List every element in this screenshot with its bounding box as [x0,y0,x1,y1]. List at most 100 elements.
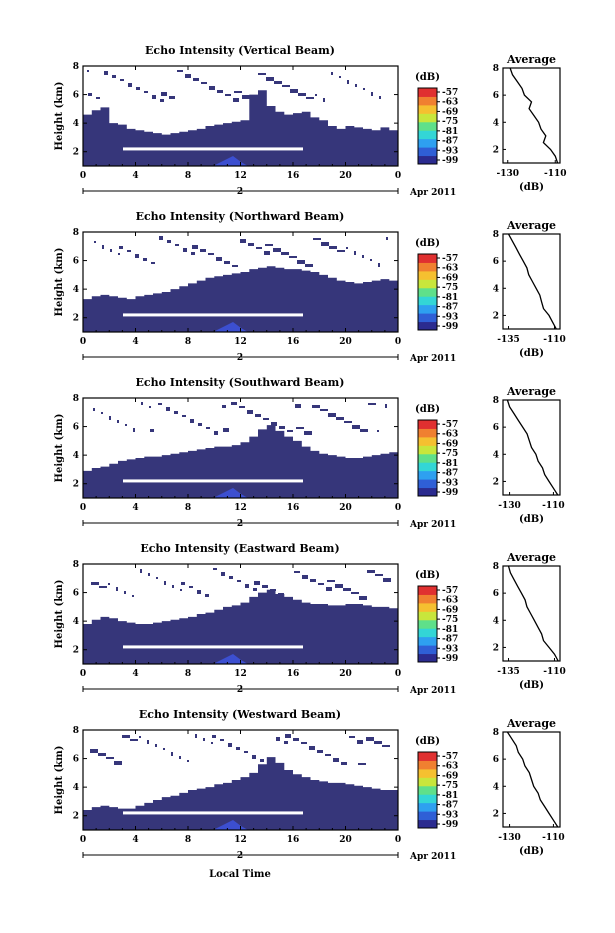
echo-patch [133,428,135,432]
echo-patch [139,736,141,738]
profile-y-tick-label: 6 [493,589,499,599]
date-label: Apr 2011 [409,354,456,364]
echo-patch [273,248,281,252]
colorbar-segment [418,121,437,131]
colorbar-tick-label: -81 [442,459,458,469]
profile-title: Average [506,717,556,730]
x-tick-label: 12 [234,835,247,845]
echo-patch [295,404,301,408]
colorbar-segment [418,619,437,629]
echo-patch [208,253,214,255]
profile-y-tick-label: 4 [493,782,499,792]
colorbar-tick-label: -93 [442,146,458,156]
echo-patch [209,86,215,90]
profile-line [507,565,559,662]
echo-patch [119,246,123,249]
echo-patch [232,265,238,267]
echo-patch [351,592,359,594]
echo-patch [160,99,164,102]
profile-x-tick-label: -130 [498,833,521,843]
echo-patch [163,748,165,750]
colorbar-frame [417,253,438,331]
colorbar-segment [418,586,437,595]
echo-patch [253,588,257,591]
colorbar-tick-label: -63 [442,98,458,108]
echo-patch [225,94,231,96]
day-label: 2 [237,519,243,529]
colorbar-frame [417,751,438,829]
echo-patch [114,761,122,765]
colorbar-tick-label: -57 [442,88,458,98]
profile-x-tick-label: -110 [543,335,566,345]
echo-patch [166,407,170,411]
x-tick-label: 8 [185,669,191,679]
panel-title: Echo Intensity (Southward Beam) [136,376,345,389]
echo-patch [245,584,249,588]
x-tick-label: 8 [185,503,191,513]
echo-patch [374,741,382,744]
echo-patch [169,96,175,99]
profile-frame [502,233,561,330]
echo-patch [331,72,333,75]
echo-patch [94,241,96,243]
panel-2: Echo Intensity (Northward Beam) 2 4 6 8 0 4 8 12… [54,210,566,364]
echo-patch [344,421,352,423]
echo-patch [244,751,248,753]
echo-patch [183,248,187,252]
profile-xlabel: (dB) [519,680,544,691]
echo-patch [120,79,124,81]
echo-patch [357,740,363,744]
colorbar-segment [418,768,437,778]
colorbar-tick-label: -75 [442,781,458,791]
echo-patch [285,734,291,738]
echo-patch [312,405,320,408]
echo-patch [216,257,222,261]
echo-patch [366,737,374,741]
profile-y-tick-label: 2 [493,477,499,487]
echo-patch [355,84,357,87]
colorbar-tick-label: -69 [442,439,458,449]
day-label: 2 [237,851,243,861]
echo-patch [252,755,256,759]
echo-patch [379,96,381,99]
profile-x-tick-label: -110 [543,667,566,677]
echo-patch [228,743,232,747]
echo-patch [118,253,120,255]
echo-patch [290,89,298,93]
colorbar-frame [417,87,438,165]
echo-patch [363,88,365,90]
echo-patch [306,97,314,99]
colorbar-tick-label: -63 [442,264,458,274]
panel-title: Echo Intensity (Vertical Beam) [145,44,335,57]
date-label: Apr 2011 [409,188,456,198]
echo-patch [109,416,111,420]
echo-patch [231,402,237,405]
profile-y-tick-label: 8 [493,562,499,572]
colorbar-label: (dB) [415,736,440,747]
echo-patch [197,590,201,594]
x-axis-label: Local Time [209,869,271,880]
echo-gap [123,811,303,815]
echo-patch [224,261,230,264]
x-tick-label: 8 [185,337,191,347]
echo-patch [349,736,355,738]
echo-patch [256,247,262,249]
strong-echo [213,488,248,498]
echo-patch [147,740,149,744]
echo-patch [362,255,364,258]
y-tick-label: 4 [73,451,79,461]
colorbar-segment [418,802,437,812]
echo-patch [250,99,258,102]
echo-region [83,589,398,664]
colorbar-tick-label: -75 [442,615,458,625]
echo-patch [266,77,274,81]
profile-y-tick-label: 2 [493,809,499,819]
echo-patch [333,758,339,762]
x-tick-label: 20 [339,669,352,679]
colorbar-segment [418,453,437,463]
x-tick-label: 4 [132,337,138,347]
y-tick-label: 4 [73,119,79,129]
colorbar-segment [418,436,437,446]
echo-patch [301,742,307,744]
echo-region [83,90,398,166]
